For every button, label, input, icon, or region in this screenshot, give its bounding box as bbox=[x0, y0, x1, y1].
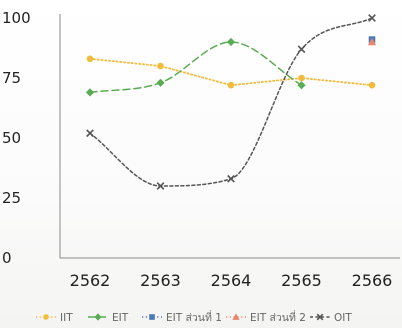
legend: IIT EIT EIT ส่วนที่ 1 EIT ส่วนที่ 2 OIT bbox=[36, 310, 352, 324]
data-point bbox=[298, 74, 305, 82]
y-tick-label: 25 bbox=[2, 189, 21, 207]
legend-item: EIT bbox=[88, 312, 129, 324]
legend-item: IIT bbox=[36, 312, 73, 324]
data-point bbox=[227, 174, 235, 183]
data-point bbox=[86, 55, 94, 63]
series-oit bbox=[86, 14, 376, 190]
legend-label: IIT bbox=[60, 312, 73, 324]
y-tick-label: 100 bbox=[2, 9, 31, 27]
legend-label: EIT bbox=[112, 312, 129, 324]
legend-marker-swatch bbox=[94, 313, 102, 321]
data-point bbox=[297, 45, 306, 54]
legend-item: OIT bbox=[310, 312, 352, 324]
data-point bbox=[227, 81, 235, 89]
legend-label: OIT bbox=[334, 312, 352, 324]
series-line bbox=[89, 17, 373, 187]
data-point bbox=[85, 88, 95, 97]
data-point bbox=[368, 14, 376, 22]
series-eit bbox=[85, 37, 306, 97]
x-tick-label: 2565 bbox=[281, 271, 322, 290]
series-eit-2 bbox=[367, 37, 377, 46]
data-point bbox=[156, 78, 165, 87]
legend-item: EIT ส่วนที่ 2 bbox=[226, 310, 306, 324]
data-point bbox=[86, 129, 94, 138]
y-tick-label: 50 bbox=[2, 129, 21, 147]
series-line bbox=[89, 57, 373, 87]
series-line bbox=[89, 41, 303, 94]
data-point bbox=[297, 81, 306, 90]
data-point bbox=[368, 81, 376, 89]
x-tick-label: 2566 bbox=[352, 271, 393, 290]
legend-item: EIT ส่วนที่ 1 bbox=[142, 310, 222, 324]
legend-label: EIT ส่วนที่ 1 bbox=[166, 310, 222, 324]
series-iit bbox=[86, 55, 376, 89]
legend-marker-swatch bbox=[232, 313, 240, 320]
x-tick-label: 2564 bbox=[211, 271, 252, 290]
data-point bbox=[157, 62, 164, 70]
x-tick-label: 2563 bbox=[140, 271, 181, 290]
y-tick-label: 0 bbox=[2, 249, 12, 267]
legend-marker-swatch bbox=[43, 314, 49, 320]
data-point bbox=[156, 182, 165, 190]
legend-label: EIT ส่วนที่ 2 bbox=[250, 310, 306, 324]
data-point bbox=[226, 37, 236, 47]
legend-marker-swatch bbox=[316, 313, 324, 321]
series-layer bbox=[85, 14, 377, 190]
legend-marker-swatch bbox=[149, 314, 155, 320]
y-tick-label: 75 bbox=[2, 69, 21, 87]
data-point bbox=[367, 37, 377, 46]
axes: 0 25 50 75 100 2562 2563 2564 2565 2566 bbox=[2, 9, 400, 290]
x-tick-label: 2562 bbox=[70, 271, 111, 290]
